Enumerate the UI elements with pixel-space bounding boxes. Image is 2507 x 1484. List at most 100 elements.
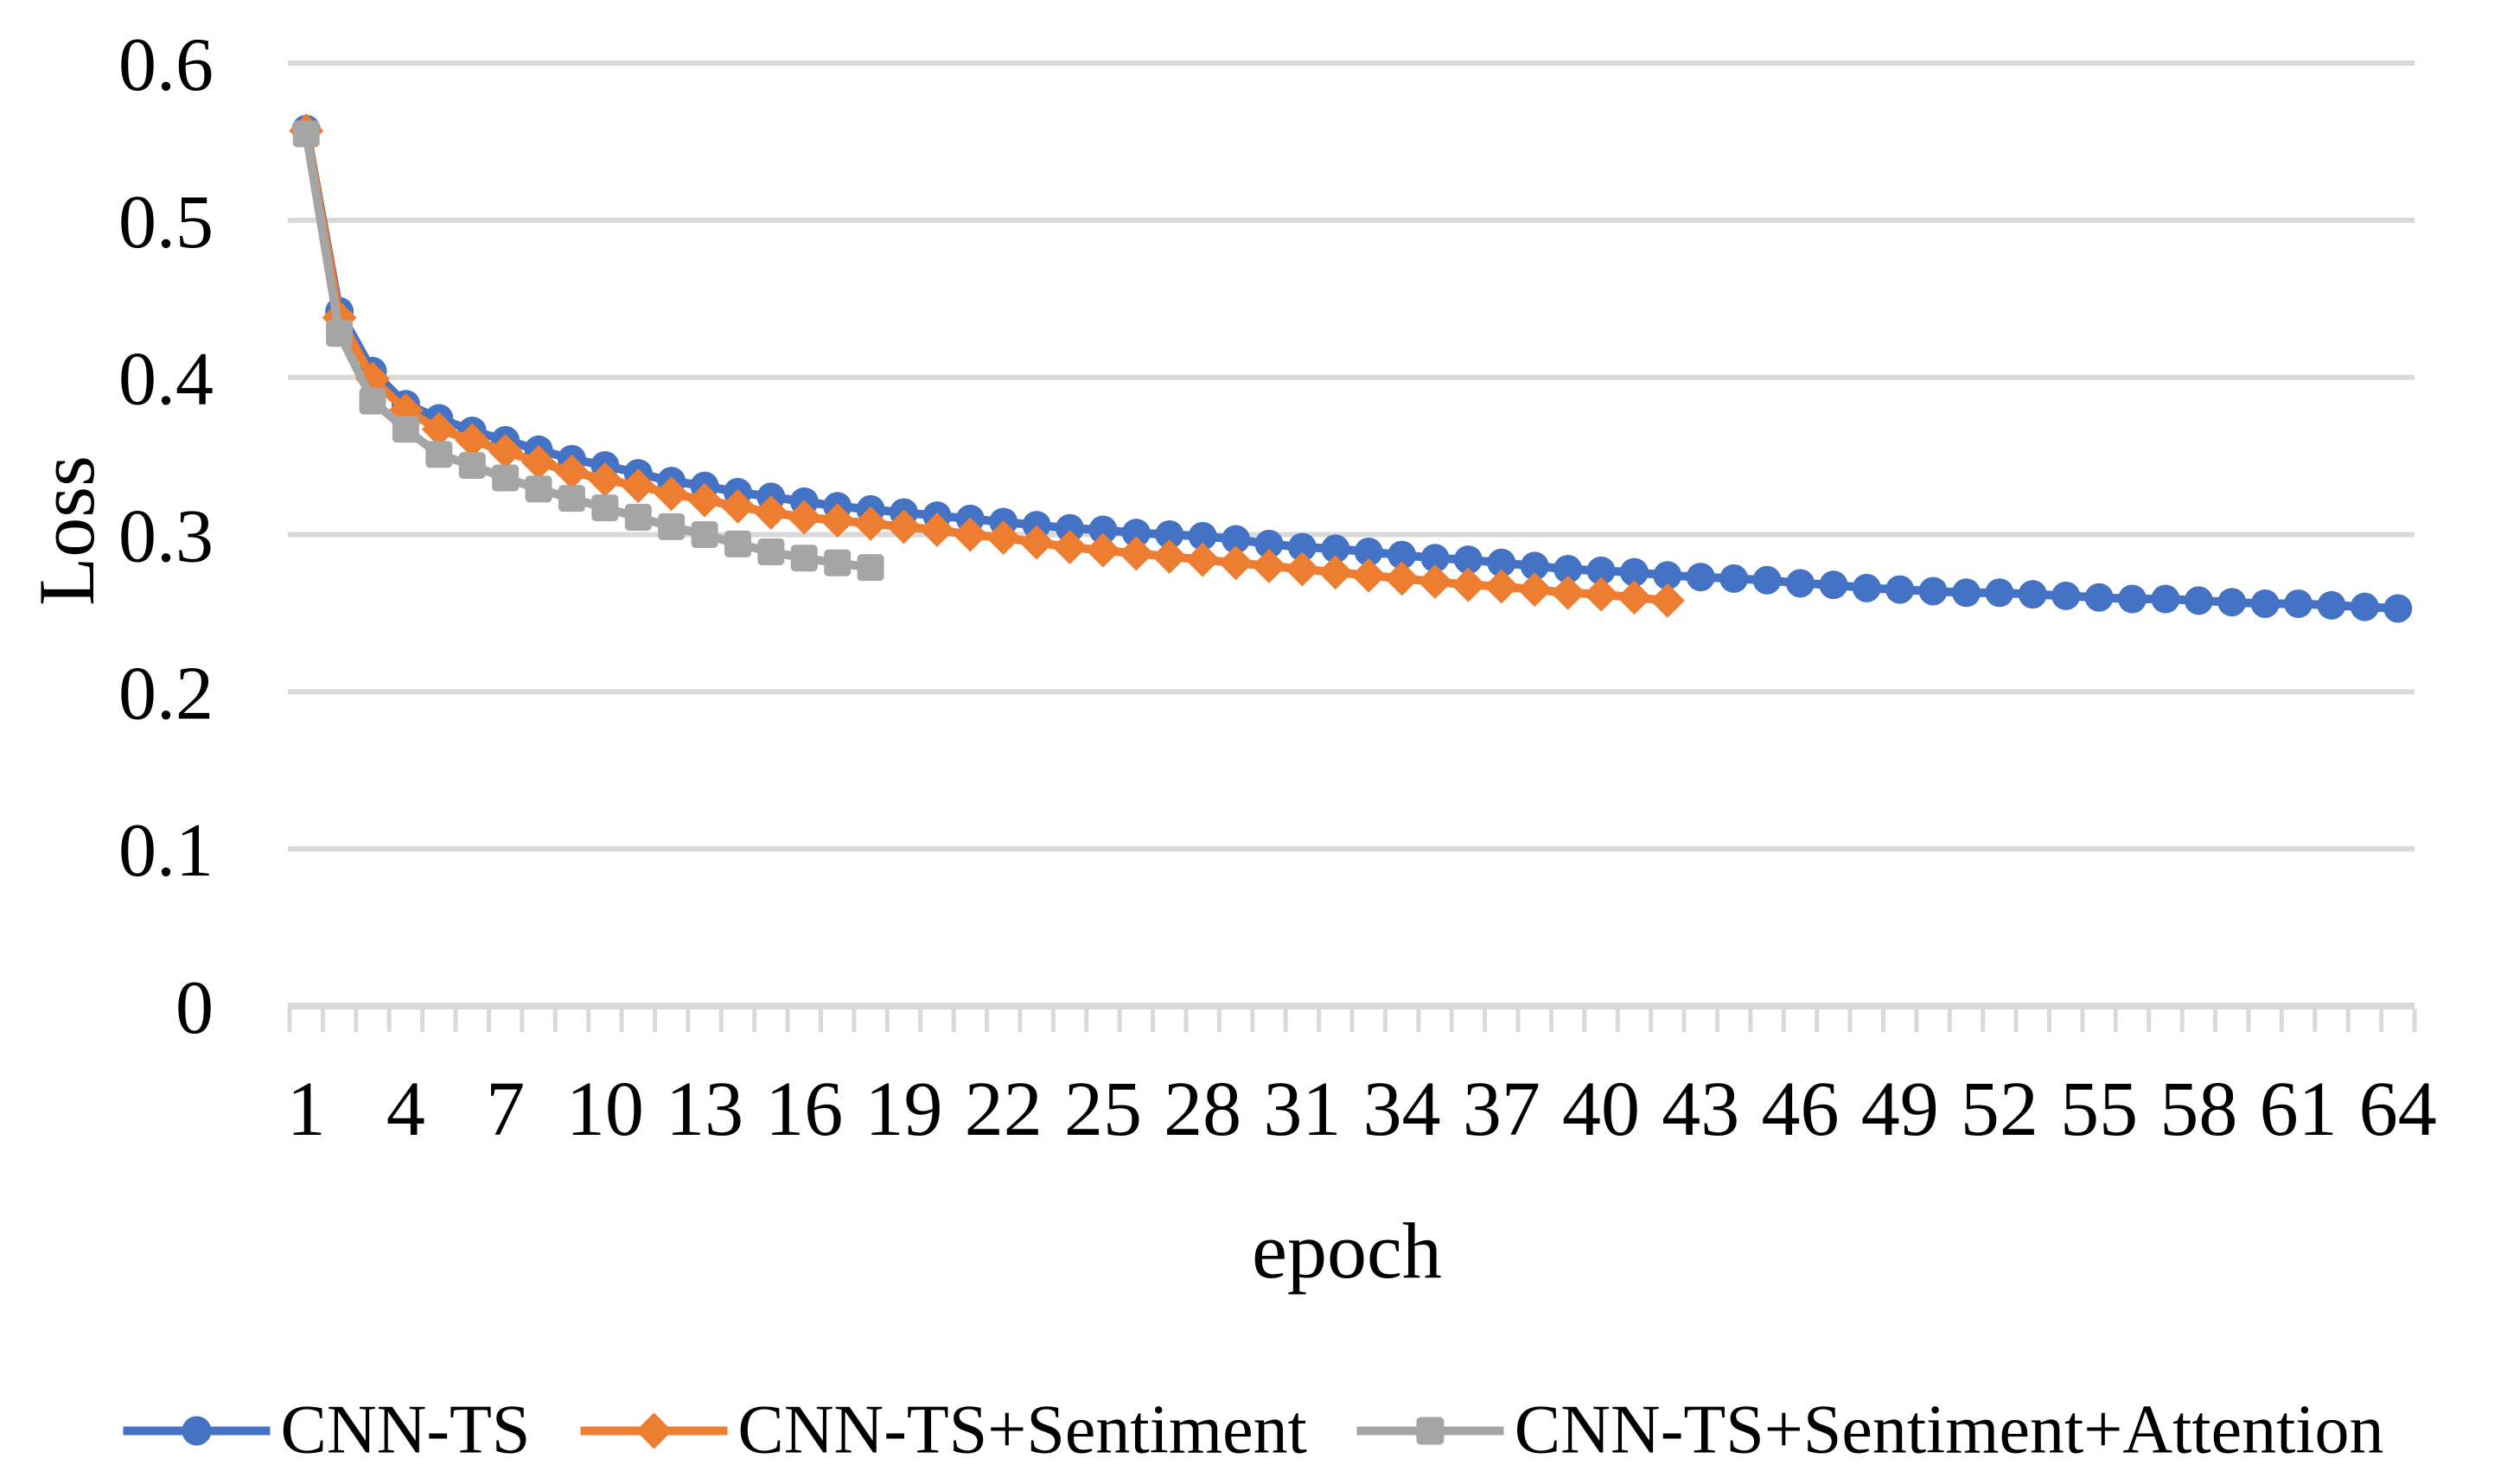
- marker-diamond: [1649, 583, 1685, 618]
- marker-diamond: [953, 517, 988, 552]
- marker-circle: [1387, 540, 1417, 570]
- legend-item-cnn-ts: CNN-TS: [123, 1392, 530, 1470]
- x-tick-label: 10: [566, 1067, 644, 1152]
- marker-circle: [1254, 529, 1284, 558]
- marker-diamond: [986, 520, 1021, 556]
- marker-circle: [1121, 519, 1151, 548]
- marker-diamond: [1418, 564, 1453, 600]
- marker-circle: [1022, 511, 1051, 540]
- marker-square: [724, 530, 751, 557]
- marker-circle: [2118, 584, 2147, 614]
- legend-label: CNN-TS+Sentiment+Attention: [1514, 1392, 2384, 1468]
- marker-circle: [1852, 573, 1881, 602]
- marker-diamond: [1584, 576, 1619, 612]
- marker-diamond: [753, 495, 788, 531]
- legend-swatch-graphic: [1356, 1417, 1504, 1444]
- marker-circle: [1885, 575, 1915, 604]
- marker-diamond: [1617, 580, 1652, 615]
- legend-label: CNN-TS+Sentiment: [737, 1392, 1307, 1468]
- marker-circle: [1287, 532, 1317, 562]
- x-tick-label: 58: [2159, 1067, 2237, 1152]
- marker-circle: [2383, 594, 2413, 623]
- x-tick-label: 61: [2260, 1067, 2338, 1152]
- marker-square: [824, 549, 852, 576]
- series-line-circle: [302, 124, 2402, 613]
- marker-diamond: [1251, 548, 1286, 583]
- marker-circle: [1918, 576, 1948, 606]
- marker-circle: [2317, 590, 2346, 620]
- marker-square: [691, 521, 718, 548]
- marker-square: [658, 513, 686, 540]
- marker-square: [458, 451, 486, 479]
- marker-circle: [1719, 564, 1749, 593]
- marker-diamond: [1384, 561, 1419, 596]
- marker-circle: [1819, 570, 1848, 600]
- y-tick-label: 0: [175, 966, 214, 1050]
- marker-diamond: [886, 509, 922, 545]
- marker-diamond: [1151, 538, 1187, 574]
- marker-square: [857, 554, 884, 582]
- marker-diamond: [1483, 569, 1519, 604]
- x-tick-label: 28: [1164, 1067, 1241, 1152]
- marker-diamond: [1119, 536, 1154, 571]
- legend-swatch-graphic: [123, 1416, 271, 1445]
- x-tick-label: 49: [1861, 1067, 1939, 1152]
- marker-circle: [1222, 525, 1251, 554]
- x-tick-label: 40: [1562, 1067, 1640, 1152]
- x-tick-label: 52: [1961, 1067, 2038, 1152]
- y-tick-label: 0.1: [118, 809, 214, 893]
- marker-circle: [1653, 561, 1682, 590]
- marker-circle: [1321, 534, 1350, 564]
- marker-diamond: [1517, 572, 1553, 608]
- marker-circle: [2084, 583, 2114, 612]
- marker-diamond: [1317, 555, 1353, 590]
- marker-square: [790, 545, 818, 572]
- y-tick-label: 0.3: [118, 495, 214, 579]
- y-tick-label: 0.4: [118, 338, 214, 422]
- marker-circle: [1056, 513, 1085, 543]
- marker-diamond: [853, 506, 889, 541]
- marker-circle: [1354, 538, 1383, 567]
- diamond-icon: [635, 1412, 673, 1449]
- marker-square: [624, 503, 652, 531]
- x-tick-label: 55: [2060, 1067, 2138, 1152]
- x-tick-label: 34: [1363, 1067, 1441, 1152]
- marker-diamond: [1451, 567, 1486, 602]
- marker-circle: [2284, 589, 2313, 619]
- x-tick-label: 13: [666, 1067, 743, 1152]
- marker-circle: [1752, 565, 1782, 595]
- marker-circle: [1586, 556, 1616, 585]
- legend-swatch-graphic: [580, 1412, 728, 1449]
- x-tick-label: 31: [1263, 1067, 1341, 1152]
- marker-circle: [1188, 521, 1217, 551]
- marker-diamond: [587, 462, 622, 497]
- marker-circle: [1155, 520, 1184, 549]
- x-tick-label: 43: [1662, 1067, 1739, 1152]
- marker-diamond: [919, 513, 954, 548]
- y-tick-label: 0.6: [118, 23, 214, 107]
- x-tick-label: 1: [287, 1067, 326, 1152]
- marker-circle: [1420, 544, 1450, 573]
- x-tick-label: 7: [486, 1067, 525, 1152]
- legend-marker-square-icon: [1356, 1410, 1504, 1451]
- marker-square: [558, 485, 585, 513]
- x-tick-label: 64: [2359, 1067, 2437, 1152]
- marker-circle: [1487, 548, 1516, 577]
- legend-label: CNN-TS: [280, 1392, 531, 1468]
- legend-item-cnn-ts-sentiment-attention: CNN-TS+Sentiment+Attention: [1356, 1392, 2384, 1470]
- x-tick-label: 37: [1463, 1067, 1541, 1152]
- marker-circle: [1686, 563, 1715, 592]
- y-tick-label: 0.2: [118, 652, 214, 736]
- square-icon: [1416, 1417, 1445, 1444]
- x-tick-label: 16: [765, 1067, 843, 1152]
- legend-marker-diamond-icon: [580, 1410, 728, 1451]
- marker-square: [359, 387, 386, 415]
- marker-circle: [2350, 592, 2379, 621]
- marker-diamond: [1085, 532, 1120, 568]
- marker-square: [392, 416, 419, 443]
- marker-circle: [2051, 581, 2081, 610]
- marker-diamond: [720, 488, 756, 524]
- marker-circle: [2151, 584, 2180, 614]
- x-tick-label: 25: [1064, 1067, 1142, 1152]
